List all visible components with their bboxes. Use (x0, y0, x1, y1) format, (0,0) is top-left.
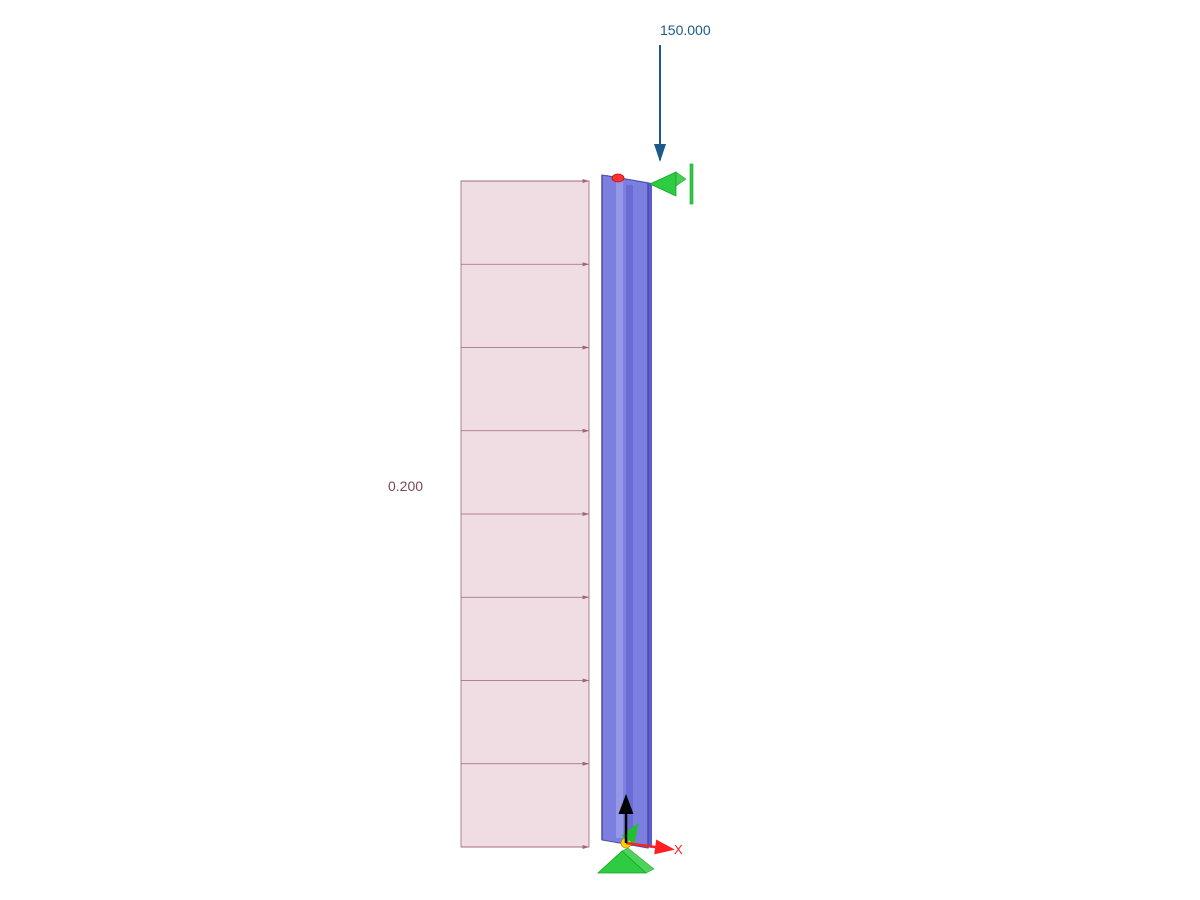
structural-model-viewport[interactable]: 150.000 0.200 X Y Z (0, 0, 1200, 900)
top-support-roller (650, 164, 693, 204)
model-svg (0, 0, 1200, 900)
top-hinge (612, 174, 624, 182)
bottom-support-pinned (598, 848, 654, 873)
distributed-load (461, 181, 589, 847)
column-member[interactable] (602, 175, 652, 848)
